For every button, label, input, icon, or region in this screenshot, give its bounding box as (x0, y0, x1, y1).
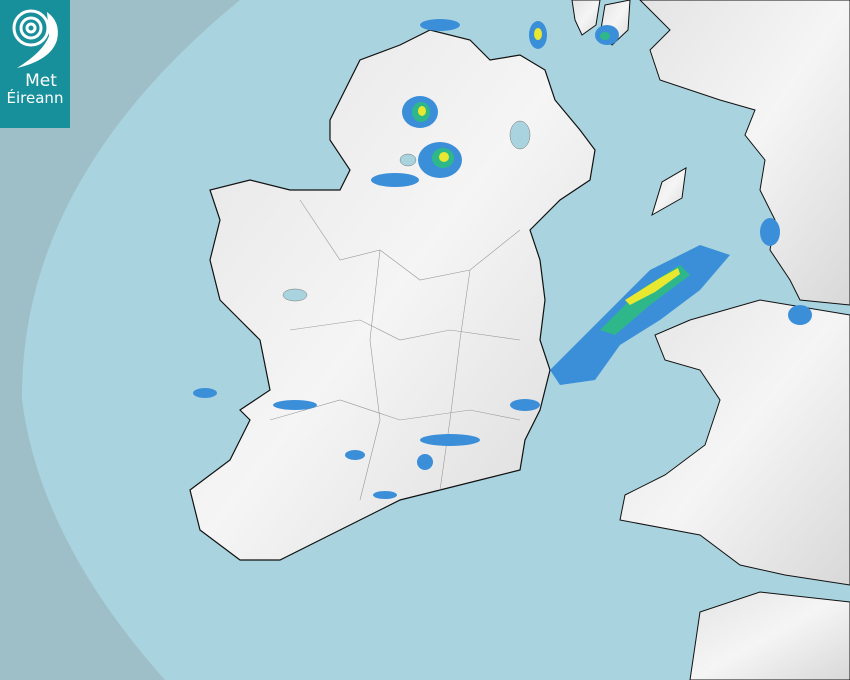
logo-text-eireann: Éireann (6, 89, 64, 107)
rain-cell-donegal (402, 96, 438, 128)
ireland (189, 29, 596, 561)
swirl-logo-icon (12, 9, 58, 68)
rain-echoes (193, 19, 812, 499)
rain-south (193, 388, 480, 499)
great-britain (571, 0, 850, 680)
lakes (282, 120, 531, 302)
county-borders (269, 199, 521, 501)
rain-cell-north (420, 19, 619, 49)
rain-band-irish-sea (510, 218, 812, 411)
met-eireann-logo: Met Éireann (0, 0, 70, 128)
rain-cell-fermanagh (371, 142, 462, 187)
isle-of-man (651, 167, 687, 217)
logo-text-met: Met (25, 71, 57, 91)
